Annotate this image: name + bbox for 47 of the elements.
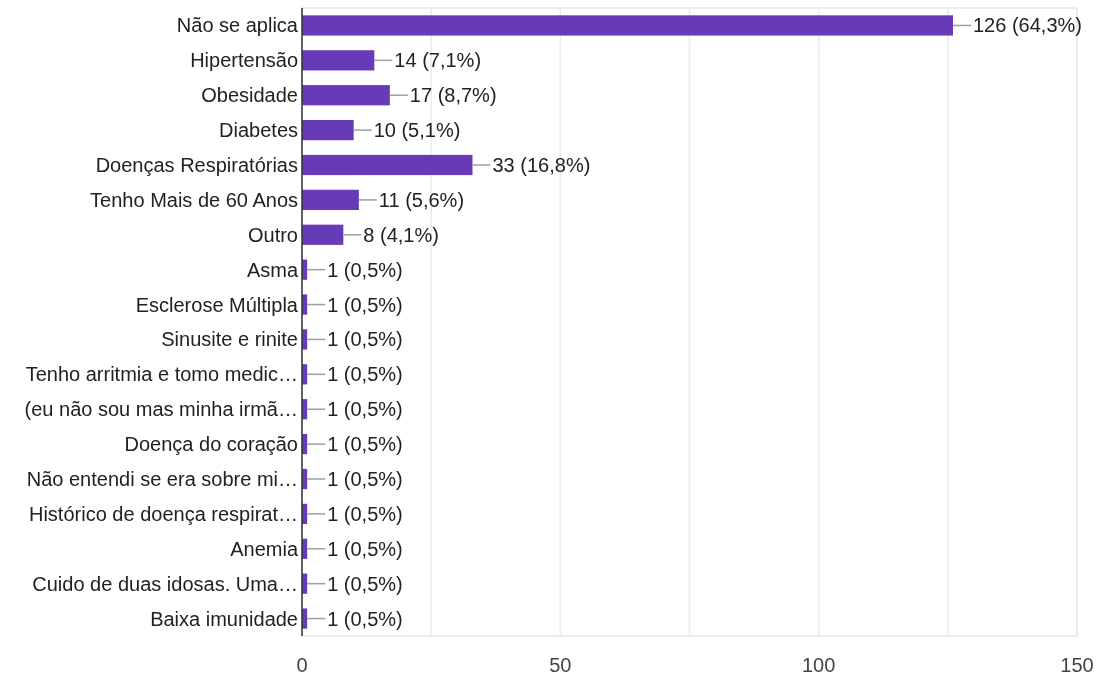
y-tick-label: Doença do coração xyxy=(124,433,298,456)
data-label: 1 (0,5%) xyxy=(327,537,403,560)
x-tick-label: 100 xyxy=(801,654,836,676)
y-tick-label: Baixa imunidade xyxy=(150,607,298,630)
data-label: 11 (5,6%) xyxy=(378,188,465,211)
data-label: 14 (7,1%) xyxy=(394,49,482,72)
y-tick-label: Não entendi se era sobre mi… xyxy=(26,468,298,490)
y-tick-label: Esclerose Múltipla xyxy=(135,293,299,316)
data-label: 1 (0,5%) xyxy=(327,398,403,421)
y-tick-label: Doenças Respiratórias xyxy=(95,154,298,176)
y-tick-label: Obesidade xyxy=(201,84,298,107)
data-label: 1 (0,5%) xyxy=(327,468,403,490)
data-label: 10 (5,1%) xyxy=(373,119,461,142)
y-tick-label: Tenho Mais de 60 Anos xyxy=(90,188,298,211)
y-tick-label: Cuido de duas idosas. Uma… xyxy=(32,572,298,595)
x-tick-label: 150 xyxy=(1060,654,1094,676)
y-tick-label: (eu não sou mas minha irmã… xyxy=(24,398,298,421)
x-tick-label: 0 xyxy=(296,654,308,676)
bar xyxy=(302,154,473,176)
y-tick-label: Tenho arritmia e tomo medic… xyxy=(25,363,298,386)
data-label: 1 (0,5%) xyxy=(327,293,403,316)
y-tick-label: Sinusite e rinite xyxy=(161,328,298,351)
bar xyxy=(302,50,375,71)
data-label: 33 (16,8%) xyxy=(492,154,591,176)
data-label: 1 (0,5%) xyxy=(327,607,403,630)
data-label: 1 (0,5%) xyxy=(327,363,403,386)
y-tick-label: Não se aplica xyxy=(176,14,299,37)
y-tick-label: Diabetes xyxy=(219,119,298,142)
bar xyxy=(302,224,344,245)
bar xyxy=(302,85,390,106)
y-tick-label: Anemia xyxy=(230,537,299,560)
bar xyxy=(302,15,953,36)
y-tick-label: Hipertensão xyxy=(190,49,298,72)
data-label: 1 (0,5%) xyxy=(327,433,403,456)
data-label: 1 (0,5%) xyxy=(327,572,403,595)
y-tick-label: Outro xyxy=(247,223,298,246)
data-label: 1 (0,5%) xyxy=(327,258,403,281)
y-tick-label: Asma xyxy=(246,258,299,281)
data-label: 126 (64,3%) xyxy=(973,14,1082,37)
x-tick-label: 50 xyxy=(549,654,572,676)
y-tick-label: Histórico de doença respirat… xyxy=(28,502,298,525)
data-label: 8 (4,1%) xyxy=(363,223,439,246)
bar xyxy=(302,189,359,211)
data-label: 17 (8,7%) xyxy=(409,84,497,107)
data-label: 1 (0,5%) xyxy=(327,502,403,525)
data-label: 1 (0,5%) xyxy=(327,328,403,351)
bar xyxy=(302,119,354,141)
